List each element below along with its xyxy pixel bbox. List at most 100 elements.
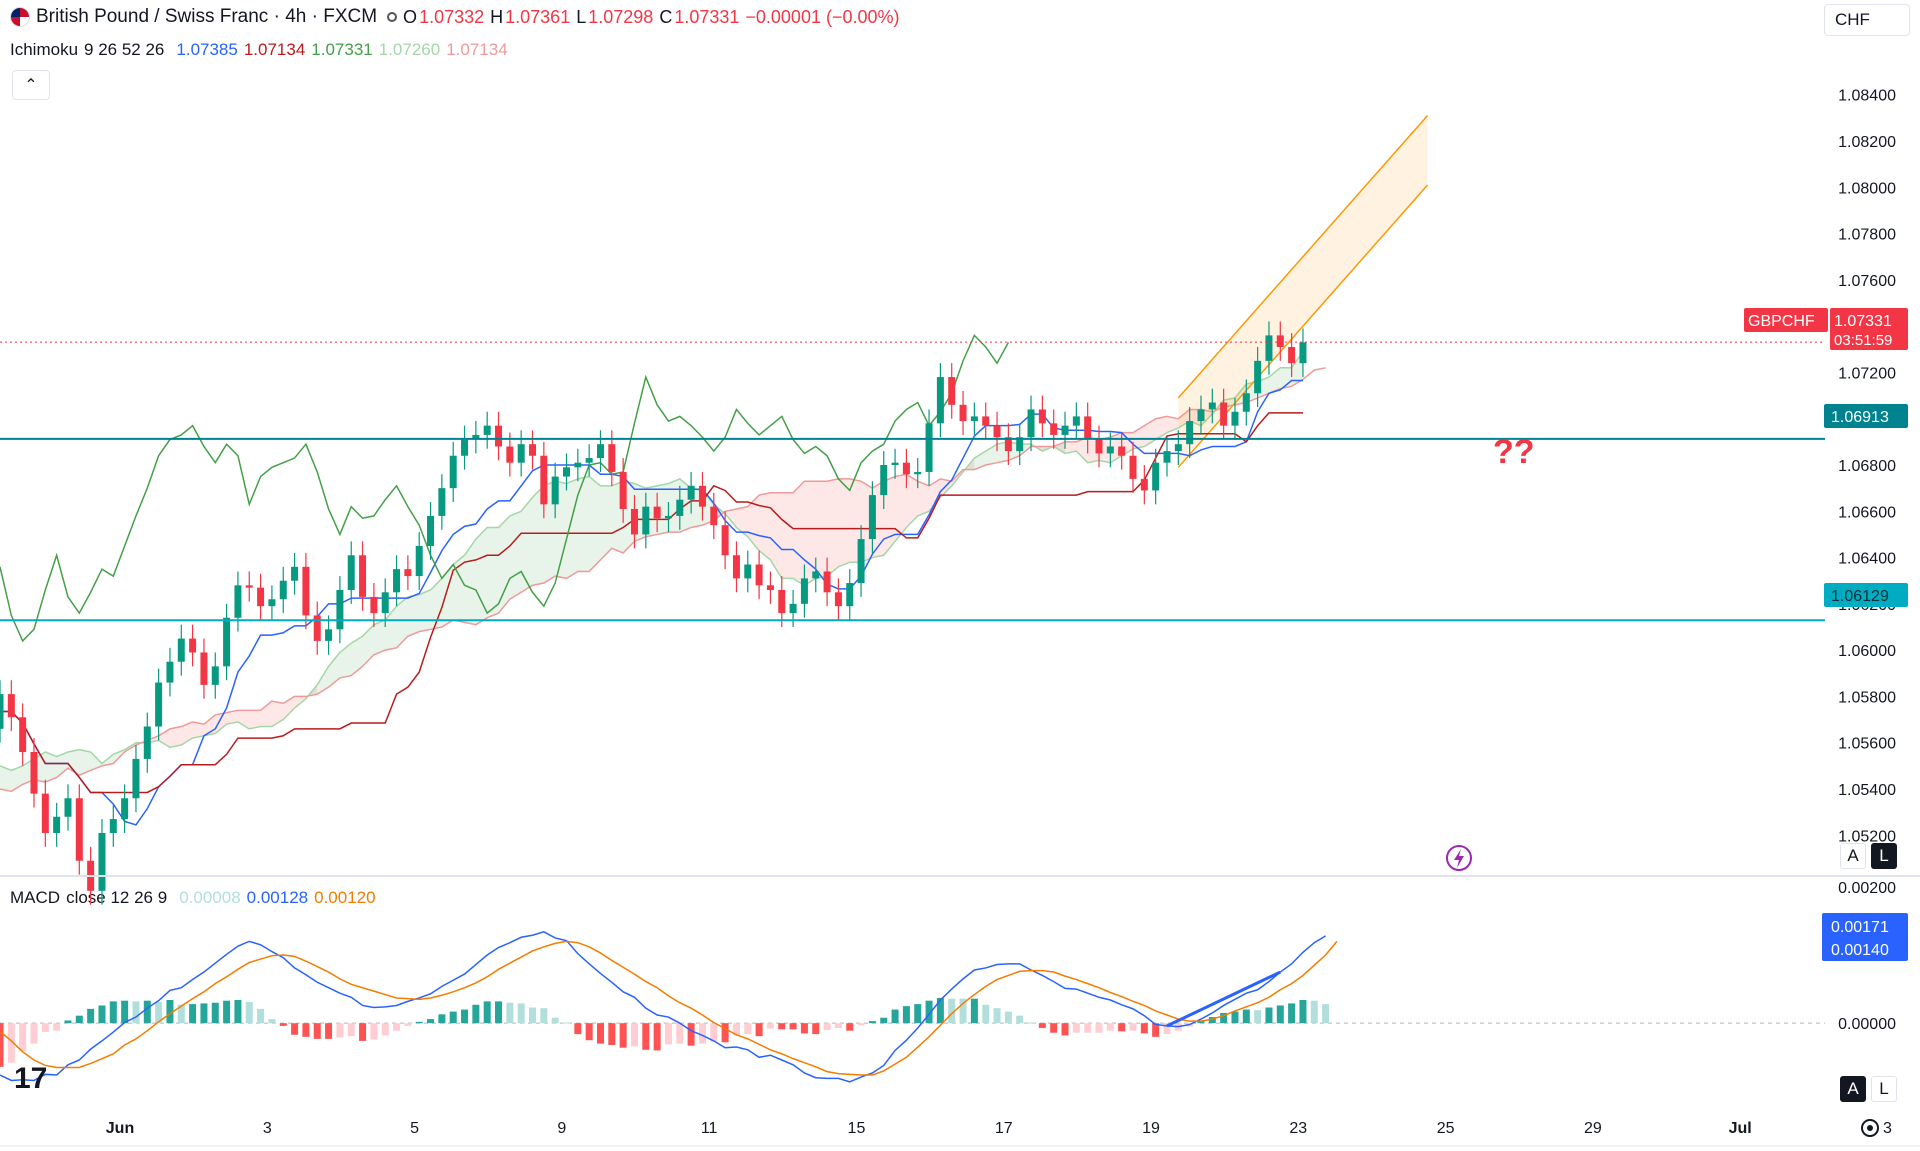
macd-histogram-bar bbox=[721, 1023, 729, 1043]
macd-histogram-bar bbox=[630, 1023, 638, 1047]
candle bbox=[75, 784, 83, 875]
macd-histogram-bar bbox=[789, 1023, 797, 1030]
currency-selector[interactable]: CHF bbox=[1824, 4, 1910, 36]
macd-auto-scale-button[interactable]: A bbox=[1840, 1076, 1866, 1102]
macd-log-scale-label: L bbox=[1879, 1079, 1889, 1098]
price-axis[interactable]: 1.084001.082001.080001.078001.076001.074… bbox=[1838, 88, 1896, 846]
macd-legend[interactable]: MACD close 12 26 9 0.00008 0.00128 0.001… bbox=[10, 888, 376, 908]
macd-tick-label: 0.00200 bbox=[1838, 880, 1896, 897]
candle bbox=[1265, 321, 1273, 375]
candle bbox=[970, 402, 978, 435]
macd-histogram-bar bbox=[959, 998, 967, 1024]
macd-histogram-bar bbox=[948, 998, 956, 1024]
collapse-legend-button[interactable]: ⌃ bbox=[12, 70, 50, 100]
macd-histogram-bar bbox=[925, 1000, 933, 1024]
candle bbox=[438, 474, 446, 530]
macd-tag-1: 0.00171 bbox=[1831, 919, 1889, 936]
macd-histogram-bar bbox=[1254, 1010, 1262, 1024]
time-axis[interactable]: Jun35911151719232529Jul3791 bbox=[106, 1120, 1920, 1137]
candle bbox=[359, 541, 367, 611]
price-tag: GBPCHF 1.07331 03:51:59 bbox=[1744, 308, 1908, 350]
macd-histogram-bar bbox=[279, 1023, 287, 1026]
macd-histogram-bar bbox=[585, 1023, 593, 1041]
candle bbox=[868, 481, 876, 553]
tradingview-logo[interactable]: 17 bbox=[14, 1062, 47, 1095]
price-tick-label: 1.06800 bbox=[1838, 458, 1896, 475]
macd-histogram-bar bbox=[1038, 1023, 1046, 1028]
candle bbox=[902, 448, 910, 489]
candle bbox=[279, 566, 287, 614]
ohlc-low-value: 1.07298 bbox=[588, 6, 654, 27]
log-scale-button[interactable]: L bbox=[1871, 843, 1897, 869]
macd-histogram-bar bbox=[1050, 1023, 1058, 1033]
candle bbox=[936, 363, 944, 438]
ichimoku-label: Ichimoku bbox=[10, 40, 79, 59]
macd-auto-scale-label: A bbox=[1847, 1079, 1859, 1098]
macd-histogram-bar bbox=[732, 1023, 740, 1036]
candle bbox=[449, 441, 457, 503]
candle bbox=[664, 502, 672, 533]
macd-histogram-bar bbox=[121, 1000, 129, 1024]
candle bbox=[778, 576, 786, 627]
level-upper-tag: 1.06913 bbox=[1824, 404, 1908, 428]
candle bbox=[1208, 388, 1216, 424]
macd-histogram-bar bbox=[766, 1023, 774, 1029]
base-line bbox=[0, 412, 1303, 794]
macd-histogram-bar bbox=[891, 1009, 899, 1024]
macd-signal-value: 0.00120 bbox=[314, 888, 376, 907]
candle bbox=[982, 402, 990, 440]
macd-histogram-bar bbox=[506, 1002, 514, 1024]
macd-histogram-bar bbox=[608, 1023, 616, 1045]
price-tag-value: 1.07331 bbox=[1834, 313, 1892, 330]
candle bbox=[925, 409, 933, 486]
lightning-icon[interactable] bbox=[1446, 845, 1472, 871]
price-tick-label: 1.08200 bbox=[1838, 134, 1896, 151]
candle bbox=[1242, 379, 1250, 426]
macd-histogram-bar bbox=[1220, 1012, 1228, 1024]
time-tick-label: 23 bbox=[1289, 1120, 1307, 1137]
tradingview-logo-text: 17 bbox=[14, 1062, 47, 1095]
time-settings-icon[interactable] bbox=[1861, 1119, 1879, 1137]
macd-histogram-bar bbox=[177, 1004, 185, 1024]
divergence-trend-line[interactable] bbox=[1166, 970, 1281, 1028]
symbol-legend[interactable]: British Pound / Swiss Franc · 4h · FXCM … bbox=[10, 6, 900, 28]
macd-log-scale-button[interactable]: L bbox=[1871, 1076, 1897, 1102]
candle bbox=[1299, 328, 1307, 378]
price-tick-label: 1.08400 bbox=[1838, 88, 1896, 105]
price-tick-label: 1.07600 bbox=[1838, 273, 1896, 290]
ichimoku-legend[interactable]: Ichimoku 9 26 52 26 1.07385 1.07134 1.07… bbox=[10, 40, 508, 60]
horizontal-levels[interactable] bbox=[0, 341, 1825, 622]
macd-histogram-bar bbox=[1106, 1023, 1114, 1031]
candle bbox=[325, 615, 333, 655]
macd-histogram-bar bbox=[472, 1004, 480, 1024]
question-annotation: ?? bbox=[1493, 433, 1535, 471]
channel-lower-line[interactable] bbox=[1177, 184, 1429, 468]
candle bbox=[563, 453, 570, 491]
candle bbox=[993, 411, 1001, 452]
candle bbox=[687, 471, 695, 514]
candle bbox=[948, 363, 956, 419]
time-tick-label: Jul bbox=[1729, 1120, 1752, 1137]
candle bbox=[143, 712, 151, 773]
macd-histogram-bar bbox=[87, 1008, 95, 1024]
macd-histogram-bar bbox=[1084, 1023, 1092, 1033]
macd-histogram-bar bbox=[517, 1003, 525, 1024]
cloud-bearish-segment bbox=[1031, 444, 1054, 452]
ohlc-close-label: C bbox=[659, 6, 673, 27]
auto-scale-button[interactable]: A bbox=[1840, 843, 1866, 869]
macd-histogram-bar bbox=[0, 1023, 4, 1067]
time-tick-label: 11 bbox=[701, 1120, 718, 1137]
time-tick-label: 3 bbox=[1883, 1120, 1892, 1137]
macd-histogram-bar bbox=[1129, 1023, 1137, 1031]
macd-histogram-bar bbox=[415, 1021, 423, 1024]
ichimoku-cloud bbox=[0, 351, 1326, 793]
level-lower-tag: 1.06129 bbox=[1824, 583, 1908, 607]
macd-histogram-bar bbox=[1095, 1023, 1103, 1033]
candle bbox=[234, 571, 242, 632]
macd-histogram-bar bbox=[200, 1003, 208, 1024]
candle bbox=[381, 578, 389, 627]
macd-histogram-bar bbox=[1310, 1000, 1318, 1024]
candle bbox=[834, 578, 842, 621]
channel-upper-line[interactable] bbox=[1177, 115, 1429, 399]
